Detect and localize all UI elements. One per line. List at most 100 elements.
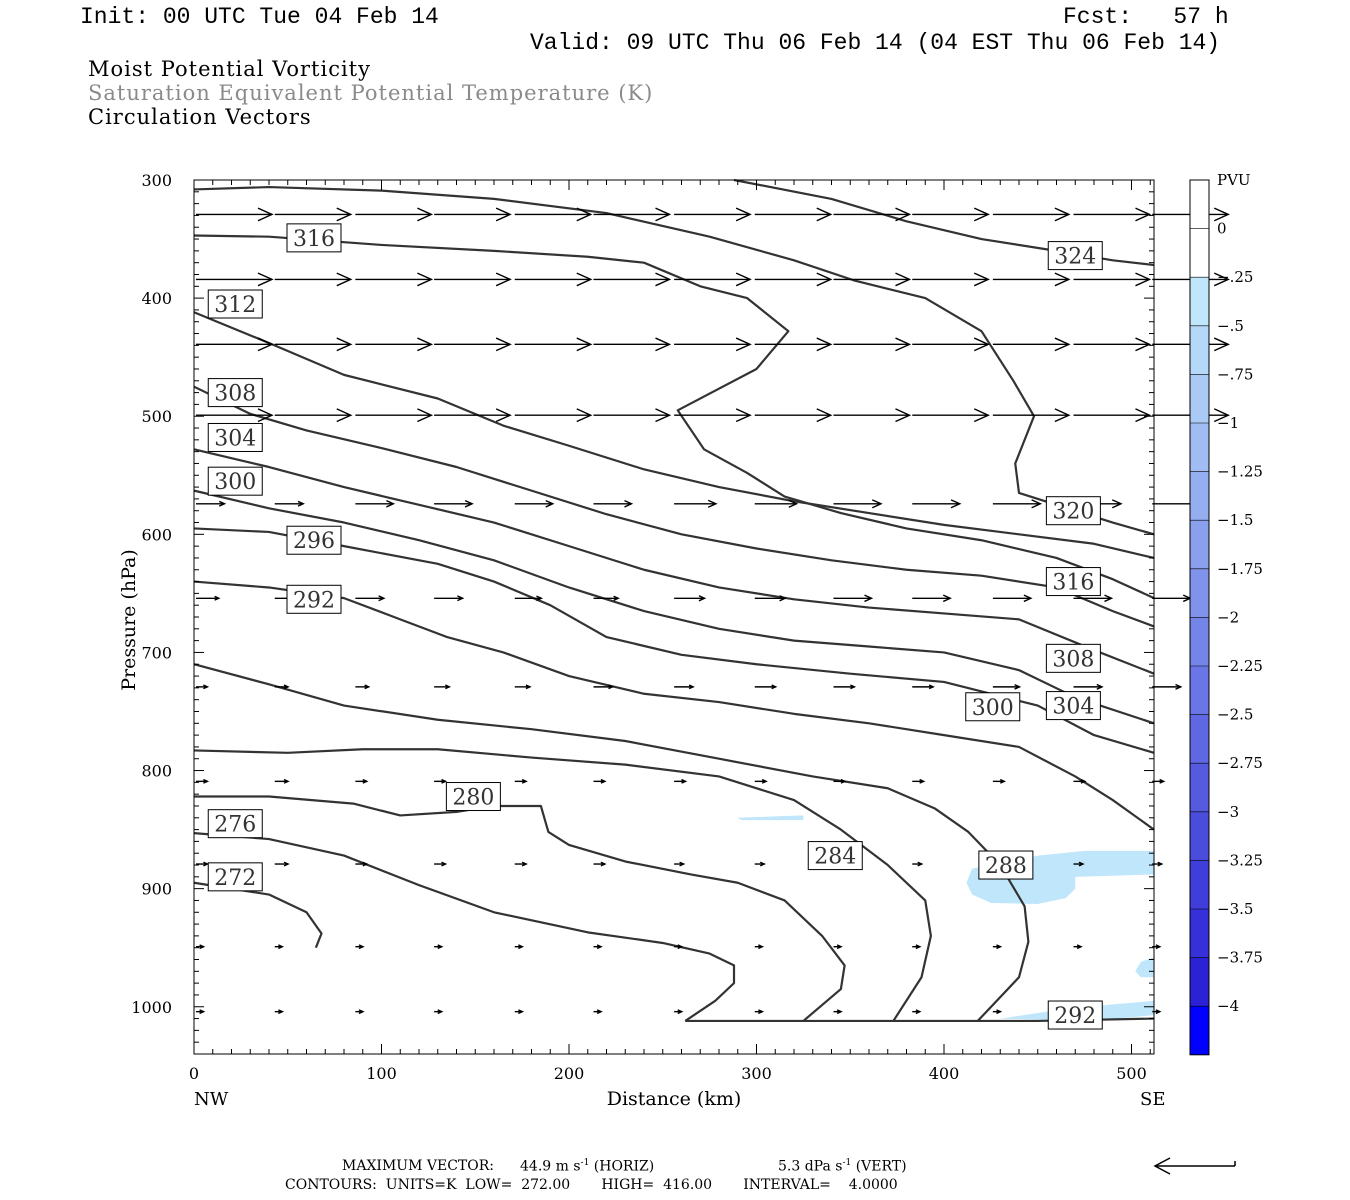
vector-head	[816, 272, 833, 287]
vector-head	[735, 272, 752, 287]
contour-284	[193, 748, 932, 1022]
circulation-vector	[912, 1009, 922, 1015]
circulation-vector	[754, 595, 787, 602]
vector-head	[283, 684, 290, 690]
vector-head	[495, 408, 512, 423]
vector-head	[437, 1009, 444, 1015]
circulation-vector	[1073, 861, 1085, 867]
circulation-vector	[274, 500, 305, 507]
vector-head	[895, 272, 912, 287]
contour-label-box	[1045, 567, 1101, 597]
vector-head	[1031, 499, 1043, 509]
vector-head	[761, 778, 768, 784]
vector-head	[214, 595, 221, 601]
colorbar-swatch	[1190, 423, 1209, 472]
contour-label-box	[207, 862, 263, 892]
contour-304	[193, 448, 1155, 675]
colorbar-swatch	[1190, 1006, 1209, 1055]
circulation-vector	[674, 272, 752, 287]
vector-head	[257, 207, 274, 222]
circulation-vector	[833, 408, 912, 423]
colorbar-level-label: −1.75	[1217, 560, 1263, 578]
field-title-vectors: Circulation Vectors	[88, 105, 312, 129]
circulation-vector	[434, 500, 474, 508]
circulation-vector	[593, 684, 615, 690]
circulation-vector	[593, 408, 672, 423]
circulation-vector	[274, 778, 290, 784]
contour-label-text: 276	[214, 813, 256, 838]
circulation-vector	[434, 595, 465, 602]
vector-head	[1135, 337, 1152, 352]
y-tick-label: 300	[141, 171, 172, 190]
vector-head	[297, 500, 305, 507]
vector-head	[1155, 944, 1162, 950]
vector-head	[536, 595, 544, 602]
vector-head	[1159, 778, 1166, 784]
circulation-vector	[754, 861, 766, 867]
y-tick-label: 600	[141, 525, 172, 544]
vector-head	[698, 595, 707, 602]
vector-head	[600, 778, 607, 784]
vector-head	[576, 207, 593, 222]
circulation-vector	[593, 778, 607, 784]
circulation-vector	[754, 207, 833, 222]
circulation-vector	[992, 594, 1033, 603]
vector-head	[1135, 408, 1152, 423]
vector-head	[283, 778, 290, 784]
vector-head	[759, 861, 766, 867]
vector-head	[199, 1009, 206, 1015]
vector-head	[1054, 337, 1071, 352]
vector-head	[613, 595, 620, 601]
contour-label-292: 292	[286, 584, 342, 614]
circulation-vector	[674, 778, 688, 784]
circulation-vector	[754, 499, 799, 508]
axes: 300 400 500 600 700 800 900 1000 0 100 200 300 400 50…	[131, 171, 1154, 1083]
contour-label-300: 300	[965, 692, 1021, 722]
x-tick-label: 500	[1116, 1064, 1147, 1083]
circulation-vector	[1073, 207, 1152, 222]
vector-head	[677, 944, 684, 950]
vector-head	[655, 408, 672, 423]
contour-label-box	[286, 525, 342, 555]
contour-label-text: 296	[293, 529, 335, 554]
circulation-vector	[514, 861, 528, 867]
contour-label-text: 284	[814, 845, 856, 870]
circulation-vector	[833, 594, 874, 603]
contour-label-box	[1045, 691, 1101, 721]
circulation-vector	[196, 861, 210, 867]
vector-head	[495, 207, 512, 222]
vector-head	[257, 272, 274, 287]
vector-head	[735, 337, 752, 352]
vector-head	[895, 337, 912, 352]
colorbar-level-label: −1	[1217, 414, 1239, 432]
circulation-vector	[355, 1009, 365, 1015]
vector-head	[973, 337, 990, 352]
circulation-vector	[355, 778, 369, 784]
y-tick-label: 400	[141, 289, 172, 308]
vector-head	[779, 595, 787, 602]
field-title-mpv: Moist Potential Vorticity	[88, 57, 371, 81]
vector-head	[362, 861, 369, 867]
circulation-vector	[833, 337, 912, 352]
field-title-theta: Saturation Equivalent Potential Temperat…	[88, 81, 654, 105]
circulation-vector	[912, 272, 990, 287]
contour-label-288: 288	[978, 850, 1034, 880]
contour-label-box	[286, 223, 342, 253]
circulation-vector	[434, 861, 448, 867]
vector-head	[417, 337, 434, 352]
vector-head	[576, 337, 593, 352]
circulation-vector	[593, 500, 634, 508]
vector-head	[437, 944, 444, 950]
contour-label-300: 300	[207, 466, 263, 496]
vector-head	[973, 207, 990, 222]
contour-label-296: 296	[286, 525, 342, 555]
y-axis-label: Pressure (hPa)	[118, 549, 140, 691]
vector-head	[283, 861, 290, 867]
max-horiz-vector: 44.9 m s-1 (HORIZ)	[520, 1158, 655, 1175]
vector-head	[836, 1009, 843, 1015]
colorbar-level-label: −2.5	[1217, 706, 1253, 724]
mpv-shading	[737, 815, 1154, 1021]
reference-vector	[1153, 1157, 1236, 1175]
circulation-vector	[674, 408, 752, 423]
